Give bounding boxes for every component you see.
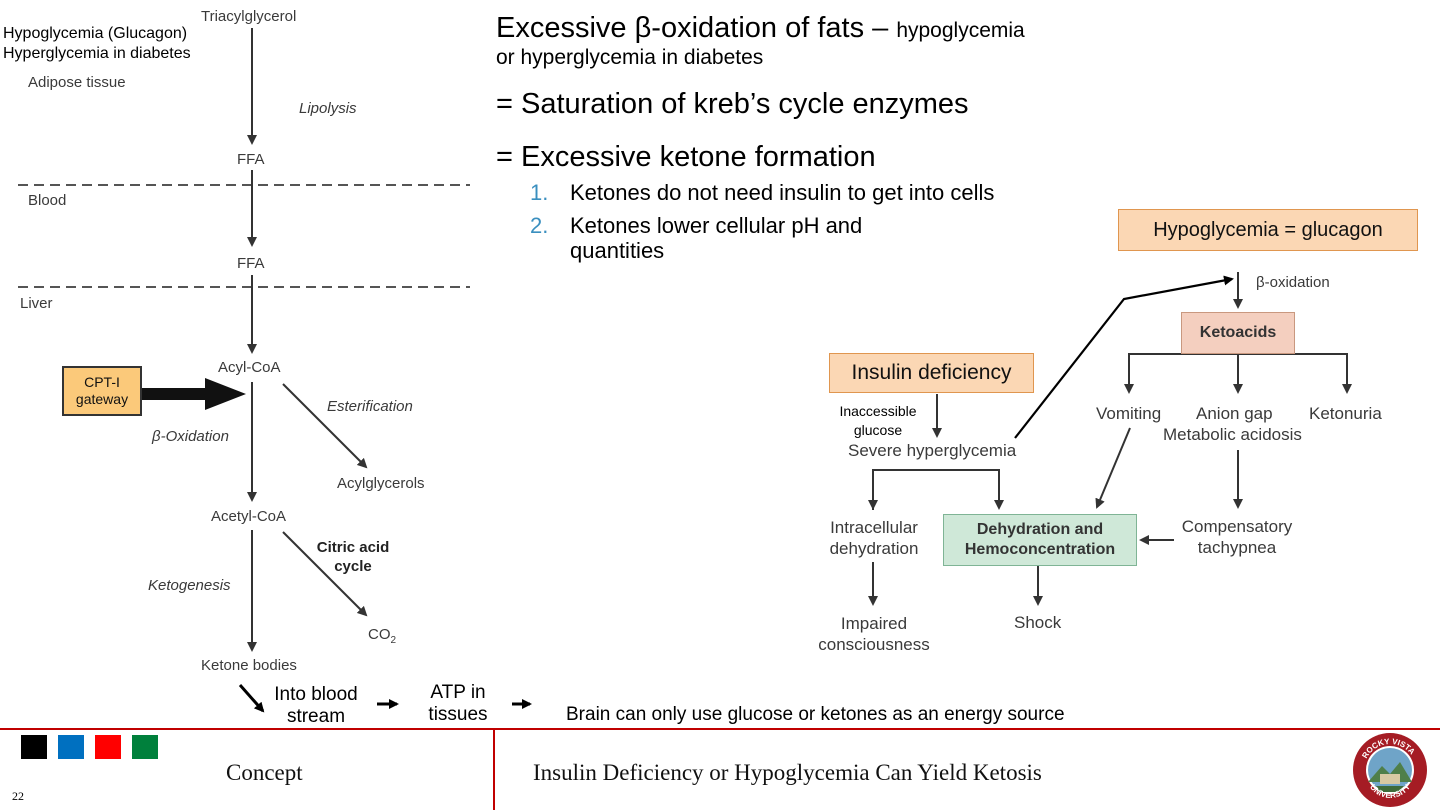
page-number: 22 xyxy=(12,789,24,803)
label-esterification: Esterification xyxy=(327,398,413,415)
citric-line-1: Citric acid xyxy=(316,539,390,556)
dehydration-line-2: Hemoconcentration xyxy=(964,541,1116,558)
co2-subscript: 2 xyxy=(390,635,397,646)
cpt-line-2: gateway xyxy=(75,391,129,407)
into-blood-line-2: stream xyxy=(286,706,346,727)
inaccessible-line-2: glucose xyxy=(853,422,903,438)
footer-square-green xyxy=(132,735,158,759)
impaired-line-1: Impaired xyxy=(840,614,908,633)
atp-line-1: ATP in xyxy=(430,682,486,703)
label-beta-oxidation-right: β-oxidation xyxy=(1256,274,1330,291)
arrow-into-blood xyxy=(238,684,265,713)
label-metabolic-acidosis: Metabolic acidosis xyxy=(1163,425,1302,444)
label-acylglycerols: Acylglycerols xyxy=(337,475,425,492)
dehydration-box: Dehydration and Hemoconcentration xyxy=(943,514,1137,566)
heading-small: hypoglycemia xyxy=(896,19,1025,42)
inaccessible-line-1: Inaccessible xyxy=(839,403,917,419)
atp-line-2: tissues xyxy=(428,704,488,725)
label-severe-hyperglycemia: Severe hyperglycemia xyxy=(848,441,1017,460)
label-shock: Shock xyxy=(1014,613,1062,632)
label-ketogenesis: Ketogenesis xyxy=(148,577,231,594)
note-line-1: Hypoglycemia (Glucagon) xyxy=(3,25,188,42)
university-logo: ROCKY VISTA UNIVERSITY xyxy=(1353,733,1427,807)
arrow-hyperglycemia-to-beta xyxy=(1014,275,1234,439)
into-blood-stream: Into blood stream xyxy=(266,684,366,728)
footer-square-black xyxy=(21,735,47,759)
list-text-1: Ketones do not need insulin to get into … xyxy=(570,180,995,205)
label-triacylglycerol: Triacylglycerol xyxy=(201,8,297,25)
intracellular-line-1: Intracellular xyxy=(830,518,918,537)
label-compensatory-tachypnea: Compensatory tachypnea xyxy=(1176,516,1298,558)
label-inaccessible-glucose: Inaccessible glucose xyxy=(826,402,930,440)
label-ffa-1: FFA xyxy=(237,151,265,168)
cpt-line-1: CPT-I xyxy=(84,374,120,390)
list-text-2-cont: quantities xyxy=(570,238,665,263)
label-impaired-consciousness: Impaired consciousness xyxy=(810,613,938,655)
label-ffa-2: FFA xyxy=(237,255,265,272)
label-vomiting: Vomiting xyxy=(1096,404,1162,423)
label-anion-gap: Anion gap xyxy=(1196,404,1273,423)
label-citric-acid-cycle: Citric acid cycle xyxy=(306,538,400,576)
label-blood: Blood xyxy=(28,192,67,209)
heading-line-2: or hyperglycemia in diabetes xyxy=(496,46,764,69)
citric-line-2: cycle xyxy=(334,558,372,575)
note-text: Hypoglycemia (Glucagon) Hyperglycemia in… xyxy=(3,24,191,64)
bullet-saturation: = Saturation of kreb’s cycle enzymes xyxy=(496,88,969,120)
label-acetyl-coa: Acetyl-CoA xyxy=(211,508,287,525)
insulin-deficiency-box: Insulin deficiency xyxy=(829,353,1034,393)
into-blood-line-1: Into blood xyxy=(274,684,358,705)
label-ketone-bodies: Ketone bodies xyxy=(201,657,297,674)
footer-square-blue xyxy=(58,735,84,759)
cpt-gateway-box: CPT-I gateway xyxy=(62,366,142,416)
arrow-vomiting xyxy=(1095,427,1131,509)
dehydration-line-1: Dehydration and xyxy=(976,521,1104,538)
bullet-ketone-formation: = Excessive ketone formation xyxy=(496,141,876,173)
heading-main: Excessive β-oxidation of fats – xyxy=(496,12,897,44)
label-adipose-tissue: Adipose tissue xyxy=(28,74,126,91)
brain-statement: Brain can only use glucose or ketones as… xyxy=(566,704,1065,725)
ketoacids-box: Ketoacids xyxy=(1181,312,1295,354)
hypoglycemia-glucagon-box: Hypoglycemia = glucagon xyxy=(1118,209,1418,251)
footer-slide-title: Insulin Deficiency or Hypoglycemia Can Y… xyxy=(533,760,1042,785)
co2-text: CO xyxy=(368,626,391,643)
intracellular-line-2: dehydration xyxy=(829,539,919,558)
impaired-line-2: consciousness xyxy=(818,635,930,654)
footer-square-red xyxy=(95,735,121,759)
atp-in-tissues: ATP in tissues xyxy=(416,682,500,726)
label-co2: CO2 xyxy=(368,626,396,646)
label-intracellular-dehydration: Intracellular dehydration xyxy=(820,517,928,559)
slide-heading: Excessive β-oxidation of fats – hypoglyc… xyxy=(496,12,1025,49)
compensatory-line-2: tachypnea xyxy=(1197,538,1277,557)
cpt-arrow xyxy=(142,378,246,410)
compensatory-line-1: Compensatory xyxy=(1181,517,1293,536)
label-liver: Liver xyxy=(20,295,53,312)
list-item-1: 1. Ketones do not need insulin to get int… xyxy=(530,180,994,206)
list-number-1: 1. xyxy=(530,180,549,205)
note-line-2: Hyperglycemia in diabetes xyxy=(3,45,191,62)
list-number-2: 2. xyxy=(530,213,549,238)
arrow-esterification xyxy=(282,383,368,469)
label-beta-oxidation: β-Oxidation xyxy=(152,428,229,445)
list-text-2: Ketones lower cellular pH and xyxy=(570,213,863,238)
footer-concept-label: Concept xyxy=(226,760,303,785)
label-ketonuria: Ketonuria xyxy=(1309,404,1382,423)
arrow-citric xyxy=(282,531,368,617)
label-acyl-coa: Acyl-CoA xyxy=(218,359,281,376)
list-item-2: 2. Ketones lower cellular pH and quantiti… xyxy=(530,213,862,263)
label-lipolysis: Lipolysis xyxy=(299,100,357,117)
